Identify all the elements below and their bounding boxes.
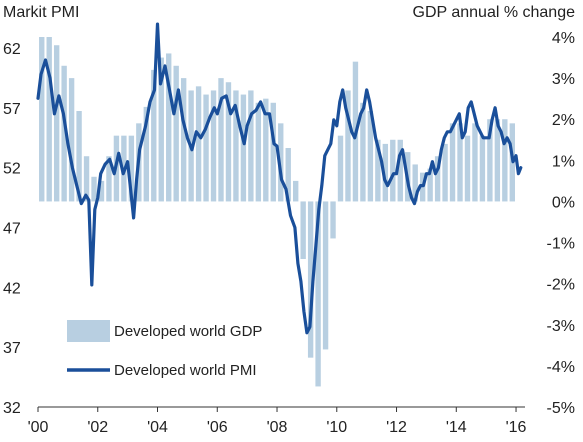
gdp-bar xyxy=(248,90,254,202)
right-tick-label: -1% xyxy=(547,236,575,253)
right-tick-label: -3% xyxy=(547,318,575,335)
right-tick-label: -2% xyxy=(547,277,575,294)
gdp-bar xyxy=(76,111,82,202)
gdp-bar xyxy=(106,156,112,202)
gdp-bar xyxy=(255,102,262,202)
gdp-bar xyxy=(390,139,396,202)
legend-label-gdp: Developed world GDP xyxy=(114,323,262,340)
pmi-line-layer xyxy=(36,22,523,335)
gdp-bar xyxy=(494,119,501,202)
gdp-bar xyxy=(479,135,486,202)
gdp-bar xyxy=(203,94,209,202)
gdp-bar xyxy=(464,135,471,202)
gdp-bar xyxy=(457,123,463,202)
gdp-bar xyxy=(367,111,374,202)
legend: Developed world GDP Developed world PMI xyxy=(67,320,262,379)
gdp-bar xyxy=(91,176,97,202)
gdp-bar xyxy=(397,139,403,202)
gdp-bar xyxy=(330,201,336,239)
tick-labels: 32 37 42 47 52 57 62 -5% -4% -3% -2% -1% 0% 1% 2% 3% 4% '… xyxy=(3,30,575,436)
gdp-bar xyxy=(345,90,351,202)
gdp-bar xyxy=(195,86,202,202)
gdp-bar xyxy=(225,82,232,202)
x-tick-label: '06 xyxy=(207,419,228,436)
gdp-bar xyxy=(449,123,456,202)
gdp-bar xyxy=(315,201,321,387)
left-tick-label: 62 xyxy=(3,41,21,58)
right-tick-label: 3% xyxy=(552,71,575,88)
gdp-bar xyxy=(270,102,276,202)
legend-label-pmi: Developed world PMI xyxy=(114,362,257,379)
left-tick-label: 42 xyxy=(3,280,21,297)
gdp-bar xyxy=(412,164,418,202)
x-tick-label: '00 xyxy=(28,419,49,436)
gdp-bar xyxy=(487,119,493,202)
gdp-bar xyxy=(143,106,149,202)
x-tick-label: '14 xyxy=(446,419,467,436)
gdp-bar xyxy=(300,201,306,259)
gdp-bar xyxy=(158,57,164,202)
gdp-bars xyxy=(39,37,515,387)
x-tick-label: '12 xyxy=(386,419,407,436)
gdp-bar xyxy=(337,135,344,202)
gdp-bar xyxy=(233,90,239,202)
left-tick-label: 57 xyxy=(3,101,21,118)
gdp-bar xyxy=(39,37,45,202)
gdp-bar xyxy=(382,143,389,202)
gdp-bar xyxy=(375,139,381,202)
left-tick-label: 47 xyxy=(3,221,21,238)
left-tick-label: 52 xyxy=(3,161,21,178)
right-tick-label: -4% xyxy=(547,359,575,376)
gdp-bar xyxy=(263,98,269,202)
right-tick-label: 1% xyxy=(552,153,575,170)
x-tick-label: '08 xyxy=(267,419,288,436)
gdp-bar xyxy=(434,156,441,202)
gdp-bar xyxy=(210,90,217,202)
legend-swatch-gdp xyxy=(67,320,110,342)
x-tick-label: '02 xyxy=(87,419,108,436)
right-tick-label: 0% xyxy=(552,194,575,211)
gdp-bar xyxy=(307,201,314,358)
gdp-bar xyxy=(166,53,172,202)
right-tick-label: 4% xyxy=(552,30,575,47)
gdp-bar xyxy=(240,94,247,202)
gdp-bar xyxy=(285,148,291,202)
x-tick-label: '10 xyxy=(326,419,347,436)
gdp-bar xyxy=(218,78,224,202)
gdp-bar xyxy=(68,78,75,202)
gdp-bar xyxy=(427,168,433,202)
gdp-bar xyxy=(128,135,135,202)
gdp-bar xyxy=(442,143,448,202)
x-tick-label: '04 xyxy=(147,419,168,436)
gdp-bar xyxy=(502,119,508,202)
left-tick-label: 32 xyxy=(3,400,21,417)
left-axis-title: Markit PMI xyxy=(3,4,79,21)
gdp-bar xyxy=(53,45,60,202)
pmi-line xyxy=(36,22,523,335)
gdp-bar xyxy=(180,78,187,202)
gdp-bar xyxy=(98,180,105,202)
axes: Markit PMI GDP annual % change xyxy=(3,4,575,412)
right-tick-label: 2% xyxy=(552,112,575,129)
gdp-bar xyxy=(322,201,329,350)
gdp-bar xyxy=(83,156,90,202)
gdp-bar xyxy=(360,102,366,202)
gdp-bar xyxy=(173,65,179,202)
gdp-bar xyxy=(46,37,52,202)
gdp-bar xyxy=(293,180,299,202)
gdp-bar xyxy=(151,69,157,202)
right-axis-title: GDP annual % change xyxy=(413,4,576,21)
gdp-bar xyxy=(61,65,67,202)
left-tick-label: 37 xyxy=(3,340,21,357)
right-tick-label: -5% xyxy=(547,400,575,417)
x-tick-label: '16 xyxy=(506,419,527,436)
gdp-bar xyxy=(472,123,478,202)
